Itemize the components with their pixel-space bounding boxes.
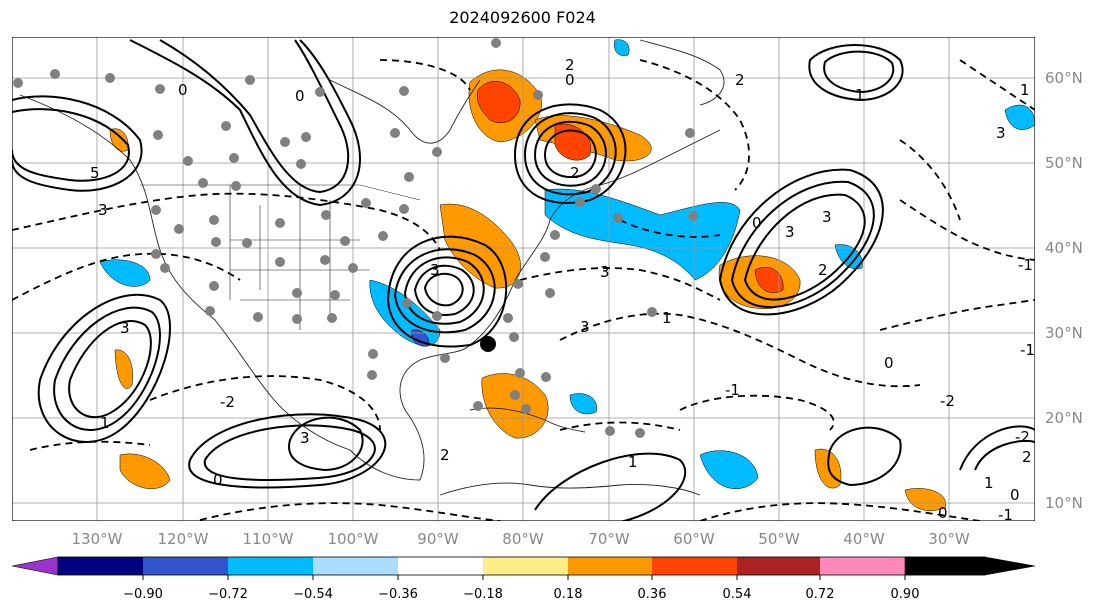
colorbar-tick-label: −0.90: [123, 587, 163, 602]
lon-label: 50°W: [758, 530, 800, 548]
colorbar-tick-label: 0.54: [723, 587, 752, 602]
colorbar-segment: [652, 557, 737, 575]
contour-label: 3: [430, 261, 440, 279]
contour-label: -2: [220, 393, 235, 411]
lon-label: 40°W: [843, 530, 885, 548]
contour-label: 1: [984, 474, 994, 492]
colorbar-segment: [58, 557, 143, 575]
contour-label: 1: [100, 414, 110, 432]
contour-label: 1: [662, 309, 672, 327]
contour-label: -1: [1018, 256, 1033, 274]
map-area: 3 5 3 0 0 0 2 2 3 3 3 2 0 1 -1 3 3 2 3 -…: [12, 37, 1035, 525]
colorbar-segment: [12, 557, 58, 575]
contour-label: -1: [1020, 341, 1035, 359]
storm-center-marker: [480, 336, 496, 352]
contour-label: 2: [818, 261, 828, 279]
lat-label: 10°N: [1045, 494, 1083, 512]
contour-label: -2: [940, 392, 955, 410]
contour-label: 2: [565, 56, 575, 74]
colorbar-tick-label: 0.18: [554, 587, 583, 602]
contour-label: 0: [178, 81, 188, 99]
contour-label: 0: [1010, 486, 1020, 504]
contour-label: -1: [998, 506, 1013, 524]
contour-label: 0: [295, 87, 305, 105]
colorbar-segment: [398, 557, 483, 575]
contour-label: 3: [120, 319, 130, 337]
colorbar-tick-label: −0.36: [378, 587, 418, 602]
contour-label: 1: [628, 453, 638, 471]
lat-label: 50°N: [1045, 154, 1083, 172]
contour-label: 5: [90, 164, 100, 182]
lon-label: 100°W: [328, 530, 379, 548]
contour-label: 0: [938, 504, 948, 522]
contour-label: 0: [884, 354, 894, 372]
colorbar: −0.90 −0.72 −0.54 −0.36 −0.18 0.18 0.36 …: [12, 557, 1035, 602]
colorbar-segment: [228, 557, 313, 575]
contour-label: 3: [822, 208, 832, 226]
contour-label: 3: [600, 263, 610, 281]
contour-label: 2: [735, 71, 745, 89]
contour-label: 1: [855, 86, 865, 104]
contour-label: 0: [752, 214, 762, 232]
colorbar-tick-label: 0.90: [891, 587, 920, 602]
colorbar-tick-label: −0.18: [463, 587, 503, 602]
contour-label: -1: [725, 381, 740, 399]
contour-label: 2: [440, 446, 450, 464]
lon-label: 70°W: [588, 530, 630, 548]
lon-label: 110°W: [243, 530, 294, 548]
lon-label: 130°W: [72, 530, 123, 548]
contour-label: 3: [580, 318, 590, 336]
lat-label: 40°N: [1045, 239, 1083, 257]
colorbar-segment: [313, 557, 398, 575]
contour-label: 1: [1020, 81, 1030, 99]
lat-label: 30°N: [1045, 324, 1083, 342]
lat-label-group: 60°N 50°N 40°N 30°N 20°N 10°N: [1045, 69, 1083, 512]
contour-label: -2: [1015, 428, 1030, 446]
lon-label: 80°W: [502, 530, 544, 548]
lon-label: 60°W: [673, 530, 715, 548]
colorbar-segment: [568, 557, 652, 575]
colorbar-tick-label: −0.54: [293, 587, 333, 602]
lon-label: 30°W: [928, 530, 970, 548]
contour-label: 0: [213, 471, 223, 489]
lat-label: 60°N: [1045, 69, 1083, 87]
contour-label: 2: [1022, 448, 1032, 466]
colorbar-ticks: [143, 575, 905, 580]
colorbar-segment: [483, 557, 568, 575]
contour-label: 3: [785, 223, 795, 241]
map-figure: 3 5 3 0 0 0 2 2 3 3 3 2 0 1 -1 3 3 2 3 -…: [0, 0, 1105, 615]
colorbar-tick-label: 0.36: [638, 587, 667, 602]
lon-label-group: 130°W 120°W 110°W 100°W 90°W 80°W 70°W 6…: [72, 530, 970, 548]
contour-label: 2: [570, 164, 580, 182]
lat-label: 20°N: [1045, 409, 1083, 427]
colorbar-segment: [905, 557, 1035, 575]
contour-label: 3: [996, 124, 1006, 142]
lon-label: 120°W: [158, 530, 209, 548]
contour-label: 3: [98, 201, 108, 219]
colorbar-segment: [737, 557, 820, 575]
colorbar-segment: [143, 557, 228, 575]
contour-label: 3: [300, 429, 310, 447]
colorbar-tick-label: −0.72: [208, 587, 248, 602]
colorbar-segment: [820, 557, 905, 575]
lon-label: 90°W: [417, 530, 459, 548]
colorbar-tick-label: 0.72: [806, 587, 835, 602]
